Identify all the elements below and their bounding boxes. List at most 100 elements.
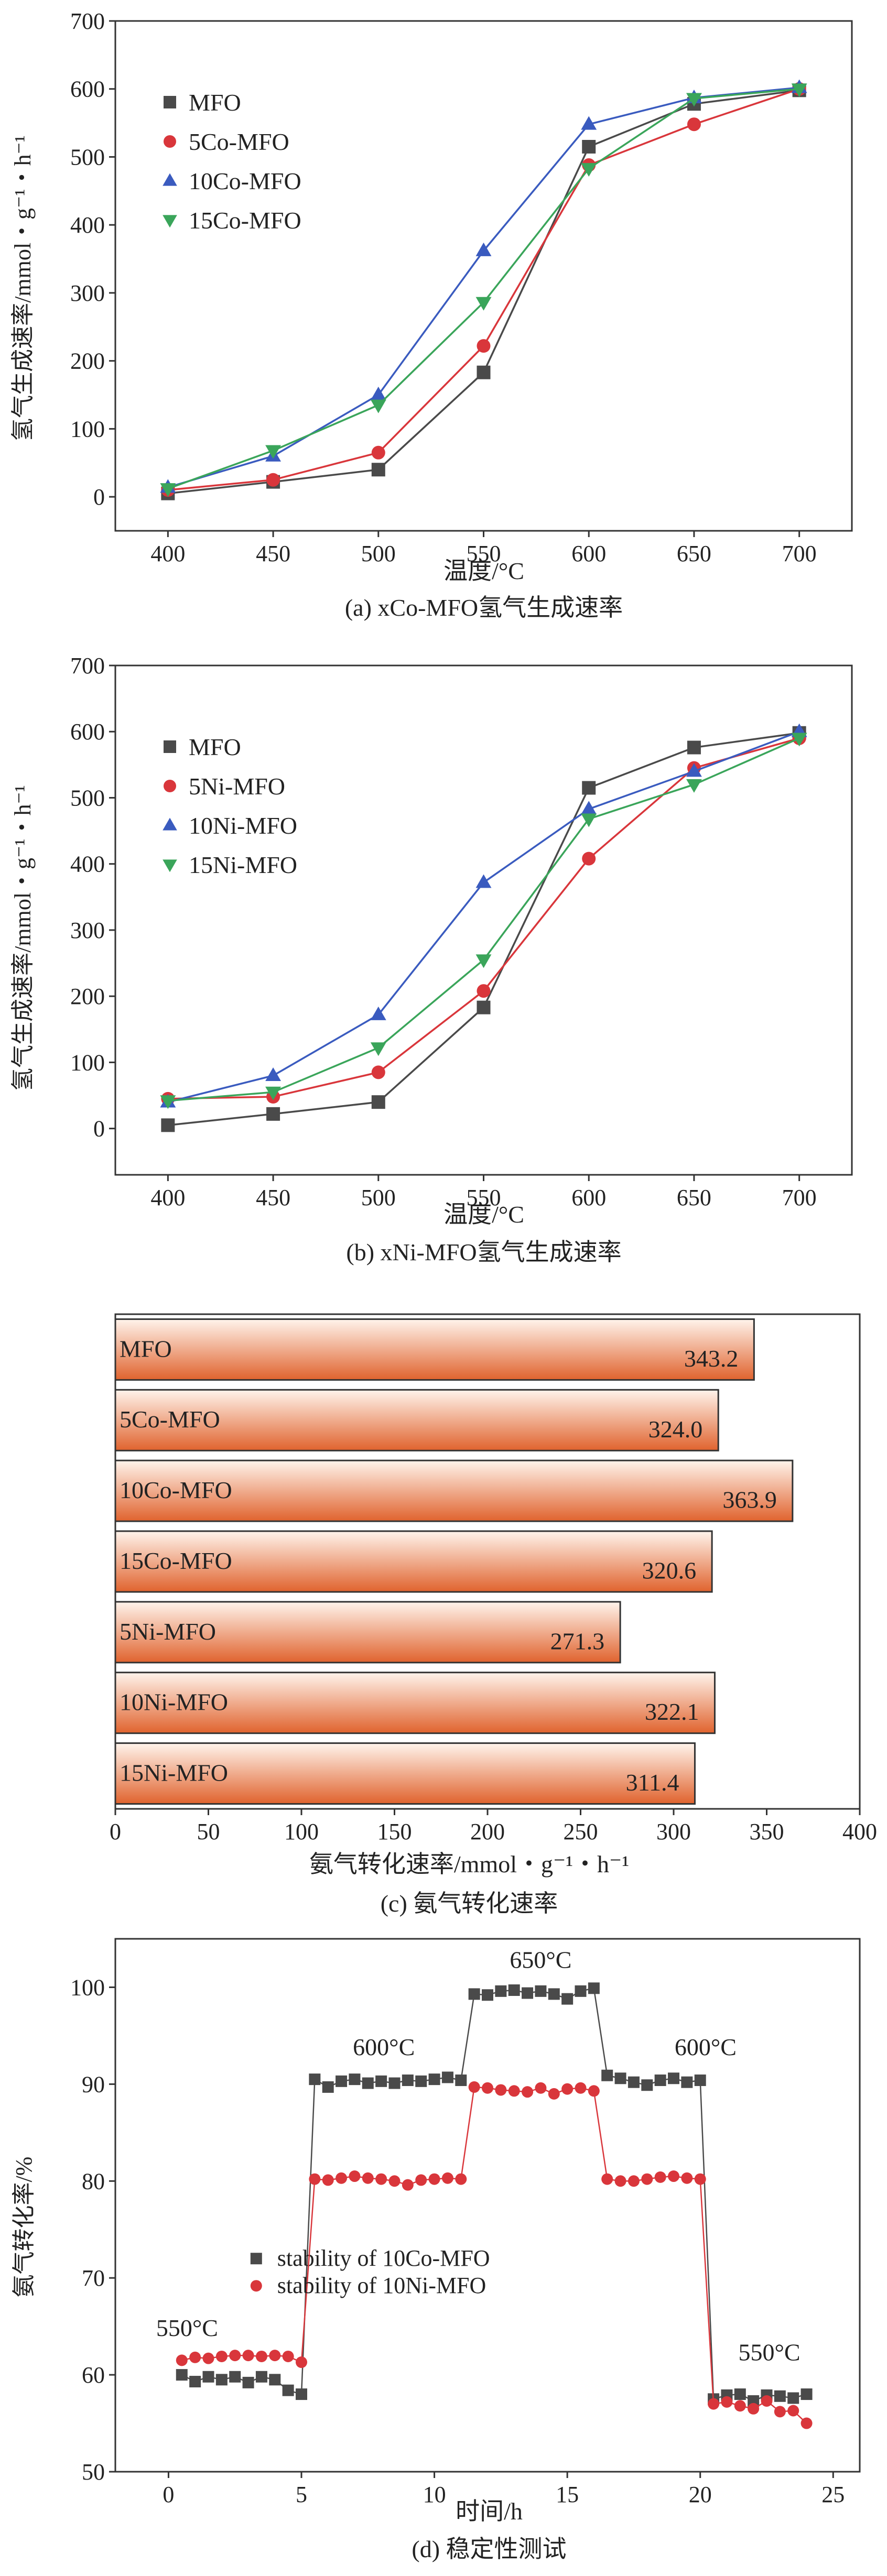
data-point <box>415 2075 427 2087</box>
temperature-annotation: 650°C <box>510 1946 571 1973</box>
data-point <box>388 2077 401 2089</box>
x-tick-label: 650 <box>677 1185 711 1210</box>
data-point <box>371 445 385 460</box>
x-tick-label: 400 <box>150 1185 185 1210</box>
plot-frame <box>114 1938 861 2473</box>
data-point <box>349 2170 361 2182</box>
x-tick-label: 250 <box>564 1819 598 1844</box>
temperature-annotation: 550°C <box>739 2339 801 2365</box>
data-point <box>336 2075 348 2087</box>
legend-label: stability of 10Ni-MFO <box>277 2273 486 2298</box>
data-point <box>477 339 491 353</box>
legend-label: stability of 10Co-MFO <box>277 2245 490 2271</box>
data-point <box>641 2173 653 2185</box>
data-point <box>371 1095 385 1109</box>
data-point <box>801 2417 813 2429</box>
legend-marker <box>250 2253 262 2265</box>
bar-category-label: 5Ni-MFO <box>120 1618 216 1645</box>
data-point <box>229 2371 241 2383</box>
y-tick-label: 100 <box>70 1050 105 1075</box>
data-point <box>641 2079 653 2091</box>
y-tick-label: 500 <box>70 144 105 170</box>
legend-label: 10Ni-MFO <box>189 812 297 839</box>
data-point <box>296 2388 307 2400</box>
panel-a-ylabel: 氢气生成速率/mmol・g⁻¹・h⁻¹ <box>10 135 36 441</box>
x-tick-label: 20 <box>689 2482 712 2507</box>
data-point <box>482 2082 493 2094</box>
bar <box>114 1318 755 1381</box>
x-tick-label: 550 <box>467 541 501 566</box>
data-point <box>686 763 702 777</box>
data-point <box>349 2073 361 2086</box>
data-point <box>708 2398 720 2410</box>
bar-value-label: 363.9 <box>722 1487 777 1513</box>
temperature-annotation: 600°C <box>353 2034 415 2060</box>
data-point <box>282 2384 294 2396</box>
y-tick-label: 300 <box>70 280 105 306</box>
x-tick-label: 450 <box>256 541 290 566</box>
y-tick-label: 90 <box>82 2071 105 2097</box>
data-point <box>694 2074 706 2086</box>
legend-label: MFO <box>189 89 241 116</box>
legend-marker <box>164 780 176 792</box>
data-point <box>548 1988 560 2000</box>
data-point <box>687 740 701 755</box>
legend-label: 10Co-MFO <box>189 168 301 194</box>
data-point <box>255 2371 267 2383</box>
data-point <box>668 2170 679 2182</box>
data-point <box>582 781 596 795</box>
legend-marker <box>163 215 177 228</box>
data-point <box>161 1118 175 1132</box>
data-point <box>202 2352 214 2364</box>
panel-b-caption: (b) xNi-MFO氢气生成速率 <box>346 1239 621 1265</box>
data-point <box>282 2350 294 2362</box>
bar-category-label: 15Ni-MFO <box>120 1759 228 1786</box>
bar-category-label: MFO <box>120 1335 172 1362</box>
y-tick-label: 700 <box>70 8 105 34</box>
data-point <box>309 2073 321 2086</box>
y-tick-label: 100 <box>70 1974 105 2000</box>
x-tick-label: 500 <box>361 1185 396 1210</box>
data-point <box>189 2351 201 2363</box>
data-point <box>654 2074 666 2086</box>
data-point <box>561 1993 574 2005</box>
data-point <box>477 1000 491 1014</box>
temperature-annotation: 600°C <box>675 2034 737 2060</box>
legend-label: 5Ni-MFO <box>189 773 285 800</box>
x-tick-label: 50 <box>197 1819 220 1844</box>
data-point <box>370 1006 386 1020</box>
data-point <box>455 2173 467 2185</box>
data-point <box>787 2392 799 2404</box>
panel-b-xlabel: 温度/°C <box>443 1201 524 1228</box>
data-point <box>628 2076 640 2088</box>
panel-a-line-chart: 氢气生成速率/mmol・g⁻¹・h⁻¹ 温度/°C (a) xCo-MFO氢气生… <box>10 8 853 621</box>
data-point <box>681 2076 693 2088</box>
x-tick-label: 200 <box>470 1819 505 1844</box>
data-point <box>455 2074 467 2086</box>
data-point <box>375 2075 387 2087</box>
panel-c-xlabel: 氨气转化速率/mmol・g⁻¹・h⁻¹ <box>309 1851 629 1878</box>
data-point <box>791 733 807 747</box>
bar <box>114 1530 713 1593</box>
data-point <box>686 93 702 107</box>
data-point <box>495 1985 507 1997</box>
data-point <box>668 2072 679 2084</box>
y-tick-label: 700 <box>70 653 105 679</box>
data-point <box>269 2350 281 2362</box>
x-tick-label: 400 <box>150 541 185 566</box>
data-point <box>475 242 492 256</box>
y-tick-label: 60 <box>82 2362 105 2388</box>
legend-label: MFO <box>189 734 241 760</box>
data-point <box>734 2388 746 2400</box>
bar-category-label: 5Co-MFO <box>120 1406 220 1433</box>
y-tick-label: 400 <box>70 212 105 238</box>
data-point <box>255 2350 267 2362</box>
data-point <box>160 483 176 497</box>
bar <box>114 1672 716 1734</box>
legend-marker <box>164 96 176 108</box>
bar <box>114 1459 794 1522</box>
data-point <box>575 1985 587 1997</box>
data-point <box>309 2173 321 2185</box>
bar-value-label: 324.0 <box>648 1416 703 1443</box>
x-tick-label: 650 <box>677 541 711 566</box>
